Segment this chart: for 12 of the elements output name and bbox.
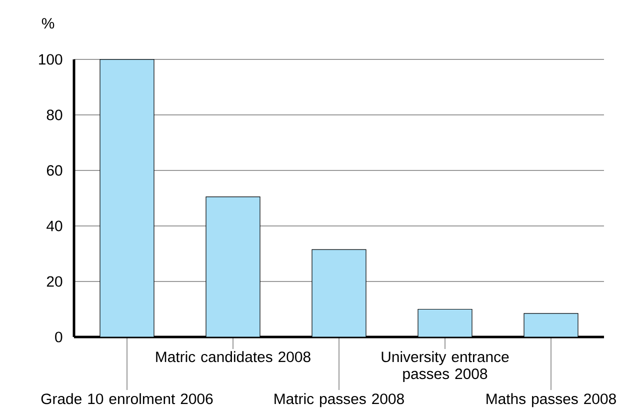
x-tick-label: Maths passes 2008 — [486, 393, 616, 408]
x-tick-label: Matric passes 2008 — [274, 393, 404, 408]
x-tick-label: Grade 10 enrolment 2006 — [41, 393, 213, 404]
y-tick-label: 60 — [46, 165, 62, 176]
y-tick-label: 20 — [46, 276, 62, 287]
x-tick-label: Matric candidates 2008 — [156, 351, 310, 362]
y-tick-label: 80 — [46, 110, 62, 120]
y-tick-label: 40 — [46, 220, 62, 232]
y-tick-label: 100 — [39, 54, 62, 65]
y-tick-label: 0 — [55, 332, 62, 342]
x-tick-label: University entrance passes 2008 — [382, 351, 509, 382]
y-axis-title: % — [42, 18, 54, 29]
